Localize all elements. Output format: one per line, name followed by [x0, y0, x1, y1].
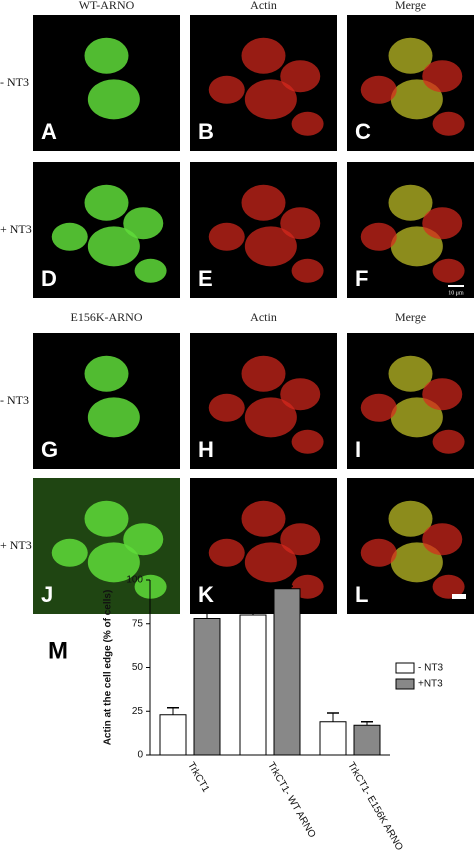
x-tick-label: TrkCT1- E156K ARNO: [345, 760, 405, 852]
panel-letter: I: [355, 437, 361, 462]
column-header: Merge: [395, 310, 426, 324]
panel-letter: C: [355, 119, 371, 144]
panel-letter: F: [355, 266, 368, 291]
panel-letter: H: [198, 437, 214, 462]
bar: [353, 724, 381, 756]
bar: [159, 714, 187, 756]
cell: [241, 184, 286, 221]
cell: [422, 378, 463, 411]
cell: [291, 258, 324, 283]
cell: [123, 523, 164, 556]
y-axis-label: Actin at the cell edge (% of cells): [103, 590, 114, 746]
cell: [388, 500, 433, 537]
cell: [422, 60, 463, 93]
row-label: + NT3: [0, 222, 32, 236]
panel-letter: B: [198, 119, 214, 144]
column-header: WT-ARNO: [79, 0, 135, 12]
column-header: Actin: [250, 0, 277, 12]
panel-letter: K: [198, 582, 214, 607]
cell: [432, 258, 465, 283]
bar: [193, 618, 221, 756]
cell: [390, 397, 443, 438]
cell: [422, 523, 463, 556]
bar: [319, 721, 347, 756]
bar: [273, 588, 301, 756]
legend-label: - NT3: [418, 663, 443, 674]
y-tick-label: 75: [132, 618, 144, 629]
cell: [432, 574, 465, 599]
row-label: + NT3: [0, 538, 32, 552]
cell: [360, 393, 397, 422]
cell: [208, 393, 245, 422]
column-header: E156K-ARNO: [71, 310, 143, 324]
y-tick-label: 50: [132, 662, 144, 673]
cell: [84, 37, 129, 74]
cell: [208, 75, 245, 104]
cell: [360, 75, 397, 104]
cell: [51, 222, 88, 251]
cell: [208, 538, 245, 567]
cell: [87, 226, 140, 267]
column-header: Actin: [250, 310, 277, 324]
cell: [87, 79, 140, 120]
panel-letter: J: [41, 582, 53, 607]
cell: [432, 429, 465, 454]
cell: [360, 538, 397, 567]
y-tick-label: 0: [137, 750, 143, 761]
legend-swatch: [395, 662, 415, 674]
cell: [291, 429, 324, 454]
row-label: - NT3: [0, 393, 29, 407]
cell: [280, 378, 321, 411]
cell: [84, 355, 129, 392]
panel-letter: G: [41, 437, 58, 462]
cell: [84, 184, 129, 221]
bar: [239, 614, 267, 756]
y-tick-label: 100: [126, 575, 143, 586]
scale-bar-label: 10 μm: [448, 290, 464, 296]
panel-letter: E: [198, 266, 213, 291]
cell: [388, 355, 433, 392]
legend-swatch: [395, 678, 415, 690]
cell: [388, 37, 433, 74]
cell: [208, 222, 245, 251]
cell: [241, 355, 286, 392]
cell: [291, 111, 324, 136]
cell: [390, 542, 443, 583]
column-header: Merge: [395, 0, 426, 12]
x-tick-label: TrkCT1- WT ARNO: [265, 760, 317, 840]
cell: [280, 207, 321, 240]
cell: [123, 207, 164, 240]
cell: [51, 538, 88, 567]
panel-letter: M: [48, 637, 68, 664]
cell: [390, 226, 443, 267]
cell: [390, 79, 443, 120]
cell: [87, 397, 140, 438]
panel-letter: A: [41, 119, 57, 144]
cell: [360, 222, 397, 251]
cell: [241, 37, 286, 74]
cell: [422, 207, 463, 240]
row-label: - NT3: [0, 75, 29, 89]
cell: [244, 226, 297, 267]
panel-letter: L: [355, 582, 368, 607]
cell: [241, 500, 286, 537]
panel-letter: D: [41, 266, 57, 291]
cell: [87, 542, 140, 583]
cell: [134, 258, 167, 283]
cell: [134, 574, 167, 599]
cell: [280, 523, 321, 556]
cell: [244, 397, 297, 438]
cell: [84, 500, 129, 537]
scale-bar: [452, 594, 466, 599]
y-tick-label: 25: [132, 706, 144, 717]
x-tick-label: TrkCT1: [185, 760, 211, 794]
legend-label: +NT3: [418, 679, 443, 690]
cell: [244, 542, 297, 583]
cell: [244, 79, 297, 120]
cell: [432, 111, 465, 136]
cell: [280, 60, 321, 93]
cell: [388, 184, 433, 221]
